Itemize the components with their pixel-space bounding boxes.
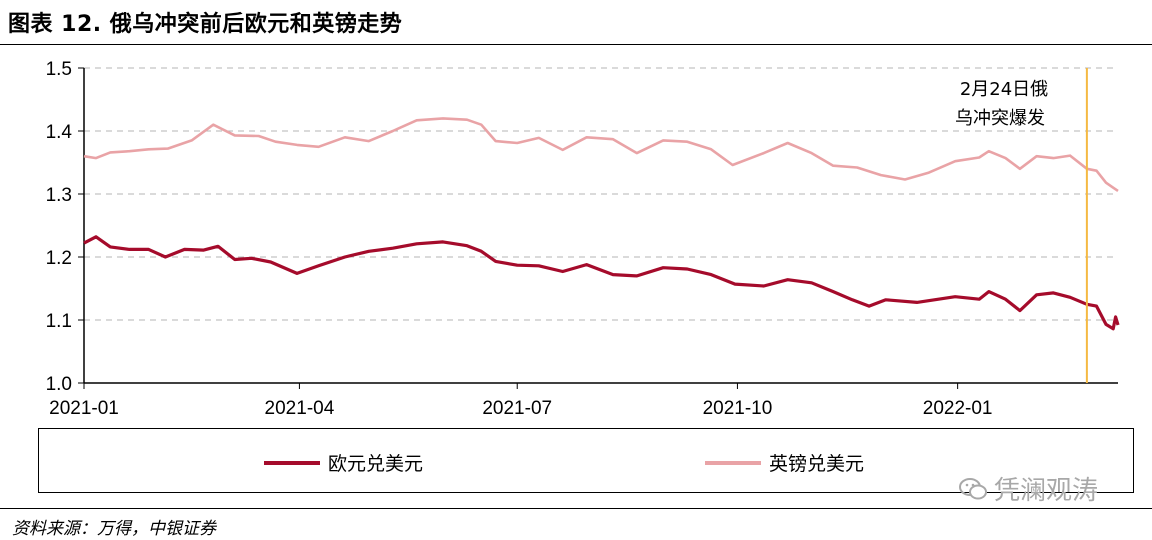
series-lines xyxy=(83,117,1120,331)
source-note: 资料来源：万得，中银证券 xyxy=(12,519,216,539)
x-tick-label: 2021-04 xyxy=(265,398,335,419)
series-line-eur xyxy=(83,235,1120,331)
x-tick-label: 2021-01 xyxy=(49,398,119,419)
y-tick-label: 1.2 xyxy=(46,248,72,269)
legend-swatch-gbp xyxy=(705,460,761,465)
legend-item-eur: 欧元兑美元 xyxy=(264,449,423,476)
y-tick-label: 1.5 xyxy=(46,59,72,80)
legend: 欧元兑美元 英镑兑美元 xyxy=(38,428,1134,493)
legend-label-eur: 欧元兑美元 xyxy=(328,453,424,475)
annotation-line-2: 乌冲突爆发 xyxy=(955,108,1045,129)
y-tick-label: 1.4 xyxy=(46,122,73,143)
y-axis-ticks: 1.0 1.1 1.2 1.3 1.4 1.5 xyxy=(46,59,84,395)
source-divider xyxy=(0,508,1152,509)
watermark: 凭澜观涛 xyxy=(958,470,1098,507)
legend-label-gbp: 英镑兑美元 xyxy=(769,453,865,475)
y-tick-label: 1.0 xyxy=(46,374,72,395)
legend-swatch-eur xyxy=(264,460,320,465)
x-tick-label: 2021-10 xyxy=(703,398,773,419)
x-tick-label: 2021-07 xyxy=(482,398,552,419)
gridlines xyxy=(84,67,1118,321)
y-tick-label: 1.1 xyxy=(46,311,72,332)
series-line-gbp xyxy=(83,117,1119,192)
title-divider xyxy=(0,44,1152,45)
wechat-icon xyxy=(959,477,987,499)
x-tick-label: 2022-01 xyxy=(923,398,993,419)
chart-title: 图表 12. 俄乌冲突前后欧元和英镑走势 xyxy=(8,12,403,37)
legend-item-gbp: 英镑兑美元 xyxy=(705,449,864,476)
y-tick-label: 1.3 xyxy=(46,185,72,206)
watermark-text: 凭澜观涛 xyxy=(994,476,1099,506)
x-axis-ticks: 2021-01 2021-04 2021-07 2021-10 2022-01 xyxy=(49,383,993,419)
line-chart: 1.0 1.1 1.2 1.3 1.4 1.5 2021-01 2021-04 2021-07… xyxy=(46,59,1120,419)
annotation-line-1: 2月24日俄 xyxy=(960,79,1048,100)
